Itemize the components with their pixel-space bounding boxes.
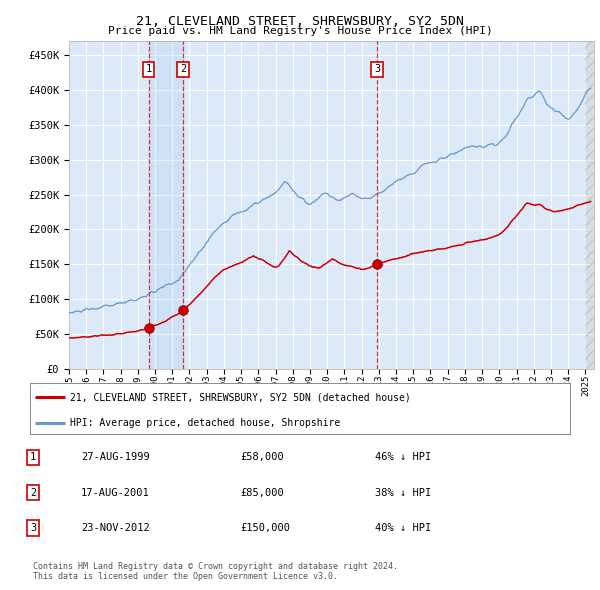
Text: 21, CLEVELAND STREET, SHREWSBURY, SY2 5DN (detached house): 21, CLEVELAND STREET, SHREWSBURY, SY2 5D…	[71, 392, 411, 402]
Bar	[586, 41, 594, 369]
Text: 1: 1	[30, 453, 36, 462]
Text: 46% ↓ HPI: 46% ↓ HPI	[375, 453, 431, 462]
Text: 21, CLEVELAND STREET, SHREWSBURY, SY2 5DN: 21, CLEVELAND STREET, SHREWSBURY, SY2 5D…	[136, 15, 464, 28]
Text: Price paid vs. HM Land Registry's House Price Index (HPI): Price paid vs. HM Land Registry's House …	[107, 26, 493, 36]
Text: Contains HM Land Registry data © Crown copyright and database right 2024.
This d: Contains HM Land Registry data © Crown c…	[33, 562, 398, 581]
Text: £150,000: £150,000	[240, 523, 290, 533]
Bar	[149, 41, 183, 369]
Text: 38% ↓ HPI: 38% ↓ HPI	[375, 488, 431, 497]
Text: £85,000: £85,000	[240, 488, 284, 497]
Text: 3: 3	[30, 523, 36, 533]
Text: £58,000: £58,000	[240, 453, 284, 462]
Text: 2: 2	[30, 488, 36, 497]
Text: 40% ↓ HPI: 40% ↓ HPI	[375, 523, 431, 533]
Text: 3: 3	[374, 64, 380, 74]
Text: 17-AUG-2001: 17-AUG-2001	[81, 488, 150, 497]
Text: HPI: Average price, detached house, Shropshire: HPI: Average price, detached house, Shro…	[71, 418, 341, 428]
Text: 23-NOV-2012: 23-NOV-2012	[81, 523, 150, 533]
Text: 1: 1	[146, 64, 152, 74]
Text: 2: 2	[180, 64, 186, 74]
Text: 27-AUG-1999: 27-AUG-1999	[81, 453, 150, 462]
